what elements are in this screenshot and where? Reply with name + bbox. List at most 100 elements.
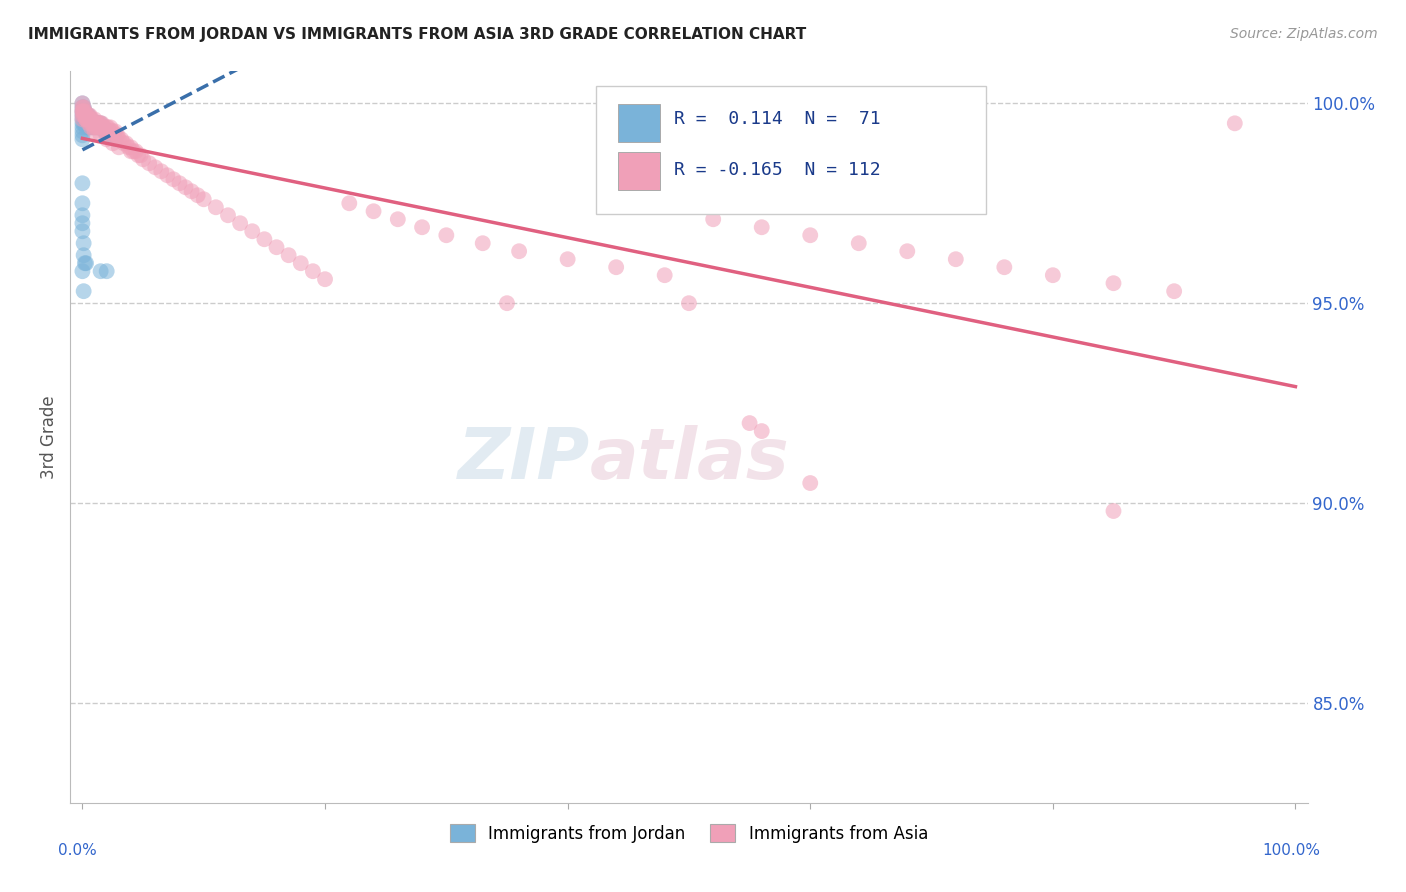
Point [103, 128, 125, 143]
Point [72, 108, 94, 122]
Point [738, 416, 761, 430]
Point [73, 104, 96, 119]
Point [100, 124, 122, 138]
Point [98, 128, 121, 143]
Point [508, 244, 530, 259]
Point [100, 128, 122, 143]
Point [290, 256, 312, 270]
Point [240, 224, 263, 238]
Point [363, 204, 385, 219]
Point [73, 108, 96, 122]
Point [96, 124, 118, 138]
Point [96, 264, 118, 278]
Point [98, 124, 121, 138]
Point [217, 208, 239, 222]
Point [107, 128, 129, 143]
Point [266, 240, 288, 254]
Point [80, 116, 103, 130]
Point [848, 236, 870, 251]
Point [129, 148, 152, 162]
Point [72, 112, 94, 127]
Point [72, 116, 94, 130]
Point [94, 124, 117, 138]
Point [79, 108, 101, 122]
Point [75, 108, 97, 122]
Point [72, 100, 94, 114]
Point [82, 120, 104, 135]
Point [72, 120, 94, 135]
Point [96, 120, 118, 135]
Point [180, 184, 202, 198]
Point [702, 212, 724, 227]
Text: 100.0%: 100.0% [1263, 843, 1320, 858]
Point [83, 124, 105, 138]
Point [72, 104, 94, 119]
Point [90, 116, 112, 130]
Point [799, 228, 821, 243]
Point [605, 260, 627, 275]
Point [72, 248, 94, 262]
Point [80, 112, 103, 127]
Point [82, 116, 104, 130]
Point [1223, 116, 1246, 130]
Point [799, 476, 821, 491]
Point [80, 112, 103, 127]
Point [75, 112, 97, 127]
Point [86, 116, 108, 130]
Point [122, 145, 145, 159]
Point [72, 224, 94, 238]
Point [127, 148, 149, 162]
Point [434, 228, 457, 243]
Point [108, 132, 131, 146]
Point [72, 216, 94, 230]
Point [72, 108, 94, 122]
Point [108, 140, 131, 154]
Point [83, 116, 105, 130]
Point [93, 124, 115, 138]
Point [72, 264, 94, 278]
Point [84, 116, 107, 130]
Point [73, 104, 96, 119]
Point [72, 100, 94, 114]
Point [72, 96, 94, 111]
Point [138, 156, 160, 170]
Point [89, 116, 111, 130]
Point [75, 120, 97, 135]
Point [751, 424, 773, 438]
Point [79, 112, 101, 127]
Point [103, 128, 125, 143]
Point [86, 116, 108, 130]
Point [77, 120, 100, 135]
Point [84, 116, 107, 130]
Point [76, 112, 98, 127]
Text: ZIP: ZIP [458, 425, 591, 493]
Point [97, 120, 120, 135]
Point [77, 108, 100, 122]
Point [80, 120, 103, 135]
Point [72, 104, 94, 119]
Point [87, 116, 110, 130]
Point [205, 200, 228, 214]
Point [72, 104, 94, 119]
Point [90, 264, 112, 278]
Point [993, 260, 1015, 275]
Point [104, 132, 127, 146]
Point [82, 116, 104, 130]
Point [337, 196, 360, 211]
Point [132, 153, 155, 167]
Point [77, 108, 100, 122]
Point [80, 116, 103, 130]
Point [314, 272, 336, 286]
Point [83, 116, 105, 130]
Point [82, 116, 104, 130]
Point [96, 124, 118, 138]
Point [94, 124, 117, 138]
Point [76, 108, 98, 122]
Point [72, 132, 94, 146]
Point [98, 120, 121, 135]
Legend: Immigrants from Jordan, Immigrants from Asia: Immigrants from Jordan, Immigrants from … [443, 818, 935, 849]
Point [86, 120, 108, 135]
Point [76, 108, 98, 122]
Point [302, 264, 325, 278]
Point [76, 112, 98, 127]
